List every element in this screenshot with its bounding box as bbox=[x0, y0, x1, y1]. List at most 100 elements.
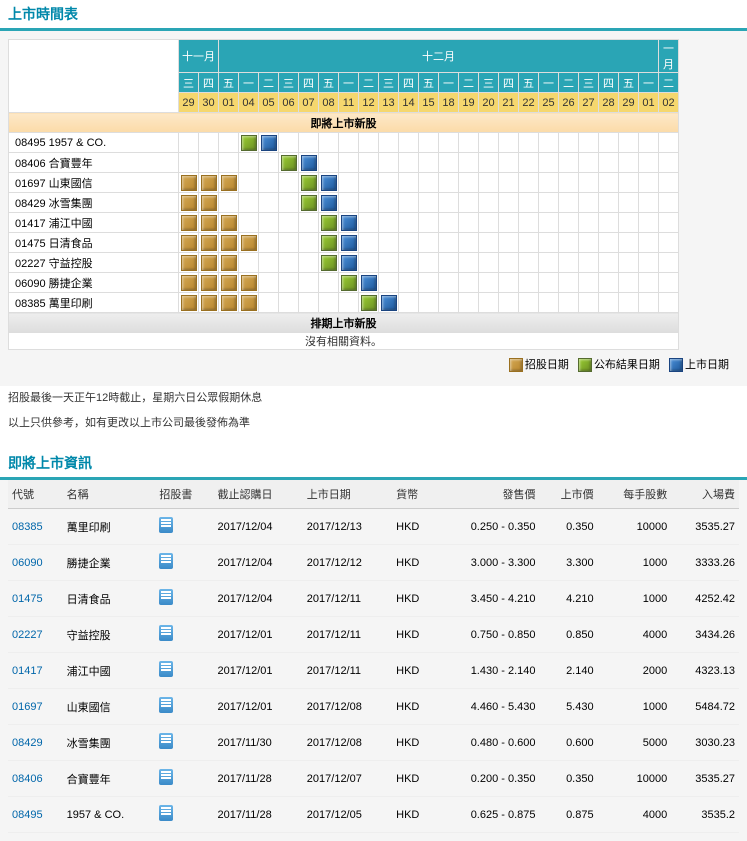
timeline-cell bbox=[359, 293, 379, 313]
cell-price_range: 0.200 - 0.350 bbox=[436, 761, 539, 797]
timeline-cell bbox=[399, 233, 419, 253]
timetable-row[interactable]: 02227 守益控股 bbox=[9, 253, 679, 273]
stock-label[interactable]: 01417 浦江中國 bbox=[9, 213, 179, 233]
cell-close_date: 2017/12/01 bbox=[213, 617, 302, 653]
stock-label[interactable]: 08429 冰雪集團 bbox=[9, 193, 179, 213]
date-header: 05 bbox=[259, 93, 279, 113]
stock-label[interactable]: 01475 日清食品 bbox=[9, 233, 179, 253]
col-list_price[interactable]: 上市價 bbox=[540, 480, 598, 509]
stock-label[interactable]: 08385 萬里印刷 bbox=[9, 293, 179, 313]
timeline-cell bbox=[459, 293, 479, 313]
timeline-cell bbox=[319, 233, 339, 253]
stock-label[interactable]: 06090 勝捷企業 bbox=[9, 273, 179, 293]
timeline-cell bbox=[619, 193, 639, 213]
weekday-header: 三 bbox=[579, 73, 599, 93]
stock-code-link[interactable]: 02227 bbox=[12, 629, 43, 641]
col-entry_fee[interactable]: 入場費 bbox=[671, 480, 739, 509]
document-icon[interactable] bbox=[159, 769, 173, 785]
timeline-cell bbox=[579, 193, 599, 213]
col-close_date[interactable]: 截止認購日 bbox=[213, 480, 302, 509]
timeline-cell bbox=[459, 173, 479, 193]
document-icon[interactable] bbox=[159, 625, 173, 641]
timeline-cell bbox=[539, 153, 559, 173]
timeline-cell bbox=[419, 213, 439, 233]
stock-label[interactable]: 01697 山東國信 bbox=[9, 173, 179, 193]
timetable-row[interactable]: 08406 合寶豐年 bbox=[9, 153, 679, 173]
timetable-row[interactable]: 01417 浦江中國 bbox=[9, 213, 679, 233]
weekday-header: 一 bbox=[539, 73, 559, 93]
col-list_date[interactable]: 上市日期 bbox=[303, 480, 392, 509]
timeline-cell bbox=[559, 173, 579, 193]
weekday-header: 五 bbox=[419, 73, 439, 93]
timeline-cell bbox=[539, 253, 559, 273]
stock-code-link[interactable]: 01475 bbox=[12, 593, 43, 605]
document-icon[interactable] bbox=[159, 697, 173, 713]
col-code[interactable]: 代號 bbox=[8, 480, 63, 509]
timeline-cell bbox=[659, 133, 679, 153]
weekday-header: 一 bbox=[239, 73, 259, 93]
stock-code-link[interactable]: 08495 bbox=[12, 809, 43, 821]
col-lot[interactable]: 每手股數 bbox=[598, 480, 672, 509]
timeline-cell bbox=[279, 233, 299, 253]
date-header: 08 bbox=[319, 93, 339, 113]
document-icon[interactable] bbox=[159, 589, 173, 605]
timeline-cell bbox=[199, 273, 219, 293]
document-icon[interactable] bbox=[159, 553, 173, 569]
document-icon[interactable] bbox=[159, 805, 173, 821]
timeline-cell bbox=[519, 193, 539, 213]
timeline-cell bbox=[579, 133, 599, 153]
weekday-header: 二 bbox=[459, 73, 479, 93]
cell-close_date: 2017/11/30 bbox=[213, 725, 302, 761]
month-header: 十二月 bbox=[219, 40, 659, 73]
col-name[interactable]: 名稱 bbox=[63, 480, 156, 509]
timeline-cell bbox=[479, 293, 499, 313]
stock-label[interactable]: 08406 合寶豐年 bbox=[9, 153, 179, 173]
stock-code-link[interactable]: 08429 bbox=[12, 737, 43, 749]
timetable-row[interactable]: 06090 勝捷企業 bbox=[9, 273, 679, 293]
stock-code-link[interactable]: 08406 bbox=[12, 773, 43, 785]
cell-lot: 5000 bbox=[598, 725, 672, 761]
timetable-row[interactable]: 01697 山東國信 bbox=[9, 173, 679, 193]
timetable-row[interactable]: 08429 冰雪集團 bbox=[9, 193, 679, 213]
cell-list_date: 2017/12/11 bbox=[303, 617, 392, 653]
timeline-cell bbox=[459, 253, 479, 273]
cell-name: 浦江中國 bbox=[63, 653, 156, 689]
timeline-cell bbox=[319, 173, 339, 193]
month-header: 一月 bbox=[659, 40, 679, 73]
timeline-cell bbox=[499, 293, 519, 313]
timeline-cell bbox=[439, 293, 459, 313]
stock-label[interactable]: 02227 守益控股 bbox=[9, 253, 179, 273]
col-price_range[interactable]: 發售價 bbox=[436, 480, 539, 509]
cell-close_date: 2017/12/04 bbox=[213, 545, 302, 581]
timetable-row[interactable]: 01475 日清食品 bbox=[9, 233, 679, 253]
cell-entry_fee: 3535.2 bbox=[671, 797, 739, 833]
col-prospectus[interactable]: 招股書 bbox=[155, 480, 213, 509]
cell-entry_fee: 3030.23 bbox=[671, 725, 739, 761]
document-icon[interactable] bbox=[159, 517, 173, 533]
cell-list_date: 2017/12/11 bbox=[303, 581, 392, 617]
timeline-cell bbox=[419, 233, 439, 253]
timeline-cell bbox=[519, 133, 539, 153]
timetable-row[interactable]: 08495 1957 & CO. bbox=[9, 133, 679, 153]
stock-code-link[interactable]: 08385 bbox=[12, 521, 43, 533]
timeline-cell bbox=[479, 133, 499, 153]
timeline-cell bbox=[599, 213, 619, 233]
timeline-cell bbox=[479, 233, 499, 253]
timeline-cell bbox=[299, 193, 319, 213]
col-currency[interactable]: 貨幣 bbox=[392, 480, 436, 509]
timeline-cell bbox=[519, 213, 539, 233]
stock-code-link[interactable]: 01697 bbox=[12, 701, 43, 713]
timeline-cell bbox=[359, 153, 379, 173]
timeline-cell bbox=[319, 253, 339, 273]
stock-code-link[interactable]: 01417 bbox=[12, 665, 43, 677]
stock-code-link[interactable]: 06090 bbox=[12, 557, 43, 569]
timeline-cell bbox=[639, 213, 659, 233]
cell-name: 守益控股 bbox=[63, 617, 156, 653]
document-icon[interactable] bbox=[159, 661, 173, 677]
stock-label[interactable]: 08495 1957 & CO. bbox=[9, 133, 179, 153]
document-icon[interactable] bbox=[159, 733, 173, 749]
cell-list_price: 0.850 bbox=[540, 617, 598, 653]
timeline-cell bbox=[619, 173, 639, 193]
timeline-cell bbox=[359, 253, 379, 273]
timetable-row[interactable]: 08385 萬里印刷 bbox=[9, 293, 679, 313]
